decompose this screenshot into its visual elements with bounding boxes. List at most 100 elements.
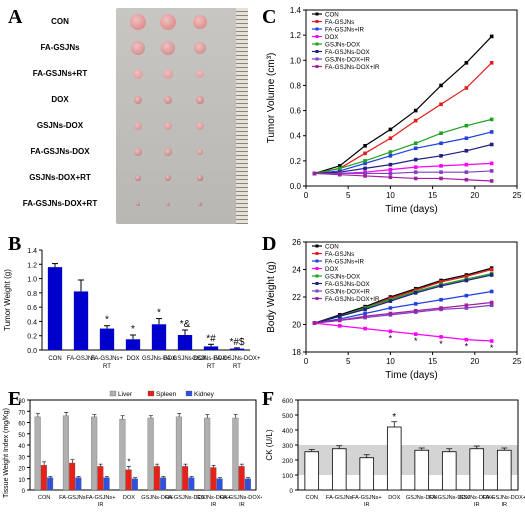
chart-b-ytick-label: 0.2 [27, 334, 37, 341]
chart-c-legend-label: FA-GSJNs [325, 19, 354, 26]
tumor-sample [195, 69, 205, 79]
chart-c-data-point [413, 108, 418, 113]
tumor-sample [166, 202, 170, 206]
chart-c-data-point [388, 175, 393, 179]
tumor-sample [133, 121, 143, 131]
chart-c-legend-marker [315, 57, 319, 61]
chart-c-data-point [439, 154, 443, 158]
chart-b-ytick-label: 0.0 [27, 348, 37, 355]
chart-f-xtick-label: IR [474, 502, 480, 508]
chart-f-xtick-label: FA-GSJNs [326, 495, 353, 501]
chart-d-annotation: * [414, 336, 418, 346]
chart-c-legend-label: FA-GSJNs+IR [325, 27, 365, 34]
chart-d-data-point [363, 314, 367, 319]
chart-b-bar [99, 328, 115, 350]
chart-d-data-point [337, 314, 342, 319]
chart-f-bar [441, 451, 457, 491]
chart-c-series-line [314, 131, 492, 175]
chart-d-data-point [489, 300, 494, 305]
chart-e-bar [210, 467, 217, 491]
chart-d-data-point [413, 291, 418, 295]
chart-b-bar [177, 335, 193, 350]
chart-d-legend-label: FA-GSJNs+IR [325, 259, 365, 266]
chart-c-data-point [363, 171, 367, 176]
chart-c-ytick-label: 0.2 [290, 157, 302, 166]
chart-d-data-point [489, 267, 494, 272]
chart-d-legend-marker [315, 282, 319, 285]
chart-e-bar [34, 416, 41, 491]
chart-c-xtick-label: 0 [304, 191, 309, 200]
chart-f-y-label: CK (U/L) [265, 429, 274, 460]
chart-c-series-line [314, 62, 493, 175]
chart-d-ytick-label: 26 [292, 238, 301, 247]
chart-d-y-label: Body Weight (g) [266, 261, 277, 333]
tumor-sample [193, 41, 207, 55]
panel-letter-c: C [262, 6, 277, 28]
chart-c-data-point [388, 154, 393, 158]
chart-c-data-point [413, 176, 418, 181]
chart-c-data-point [413, 146, 418, 151]
chart-b-ytick-label: 1.4 [27, 248, 37, 255]
chart-e-ytick-label: 70 [18, 410, 25, 416]
chart-e-bar [62, 415, 69, 491]
panel-c-tumor-volume-chart: 0.0 0.2 0.4 0.6 0.8 1.0 1.2 1.4 0 5 10 15 20 25 Time (… [262, 0, 525, 232]
chart-c-xtick-label: 15 [428, 191, 437, 200]
chart-d-annotation: * [465, 342, 469, 352]
chart-c-data-point [413, 157, 418, 162]
chart-b-annotation: *# [206, 333, 216, 344]
panel-e-tissue-index-chart: 0 10 20 30 40 50 60 70 80 Tissue Weight Index (mg… [0, 388, 262, 529]
photo-row-label: FA-GSJNs+RT [32, 69, 88, 78]
chart-d-data-point [464, 303, 469, 308]
chart-d-data-point [489, 289, 494, 294]
chart-d-data-point [363, 326, 367, 331]
chart-c-y-label: Tumor Volume (cm³) [266, 53, 277, 144]
chart-d-xtick-label: 25 [513, 357, 522, 366]
chart-c-legend-label: GSJNs-DOX [325, 42, 360, 49]
chart-d-data-point [489, 339, 494, 343]
chart-c-series-line [314, 172, 492, 182]
chart-c-data-point [489, 142, 494, 147]
chart-d-data-point [464, 293, 469, 298]
tumor-sample [134, 96, 142, 104]
chart-f-xtick-label: IR [364, 502, 370, 508]
chart-d-series-line [314, 322, 492, 342]
chart-d-data-point [388, 311, 393, 316]
chart-e-bar [153, 466, 160, 491]
chart-d-ytick-label: 22 [292, 293, 301, 302]
tumor-sample [134, 148, 142, 156]
chart-d-legend-label: GSJNs-DOX+IR [325, 289, 370, 296]
chart-d-data-point [388, 306, 393, 310]
chart-d-ytick-label: 20 [292, 321, 301, 330]
chart-d-legend-label: GSJNs-DOX [325, 274, 360, 281]
tumor-sample [136, 202, 140, 206]
chart-d-data-point [388, 299, 393, 303]
chart-d-legend-label: FA-GSJNs-DOX [325, 281, 370, 288]
chart-d-data-point [439, 297, 443, 302]
photo-row-label: FA-GSJNs [40, 43, 80, 52]
chart-c-legend-marker [315, 20, 319, 23]
tumor-sample [163, 69, 173, 79]
chart-e-xtick-label: IR [98, 502, 104, 508]
panel-letter-b: B [8, 233, 22, 255]
chart-f-xtick-label: DOX [388, 495, 400, 501]
chart-c-data-point [489, 34, 494, 39]
chart-c-data-point [363, 174, 367, 178]
photo-row-label: GSJNs-DOX [36, 121, 84, 130]
chart-d-data-point [464, 278, 469, 283]
chart-e-xtick-label: IR [239, 502, 245, 508]
chart-e-ytick-label: 40 [18, 444, 25, 450]
chart-d-series-line [314, 290, 492, 324]
chart-e-xtick-label: GSJNs-DOX+ [196, 495, 231, 501]
chart-d-series-line [314, 301, 492, 324]
chart-c-data-point [489, 161, 494, 166]
chart-f-xtick-label: GSJNs-DOX [406, 495, 438, 501]
chart-c-series-line [314, 35, 493, 175]
tumor-sample [165, 175, 171, 181]
chart-b-xtick-label: DOX [126, 356, 139, 362]
chart-e-annotation: * [127, 457, 130, 466]
chart-f-bar [496, 449, 512, 491]
chart-f-xtick-label: GSJNs-DOX+ [459, 495, 494, 501]
chart-c-data-point [312, 171, 317, 176]
chart-c-data-point [337, 172, 342, 177]
chart-c-series-line [314, 170, 492, 175]
